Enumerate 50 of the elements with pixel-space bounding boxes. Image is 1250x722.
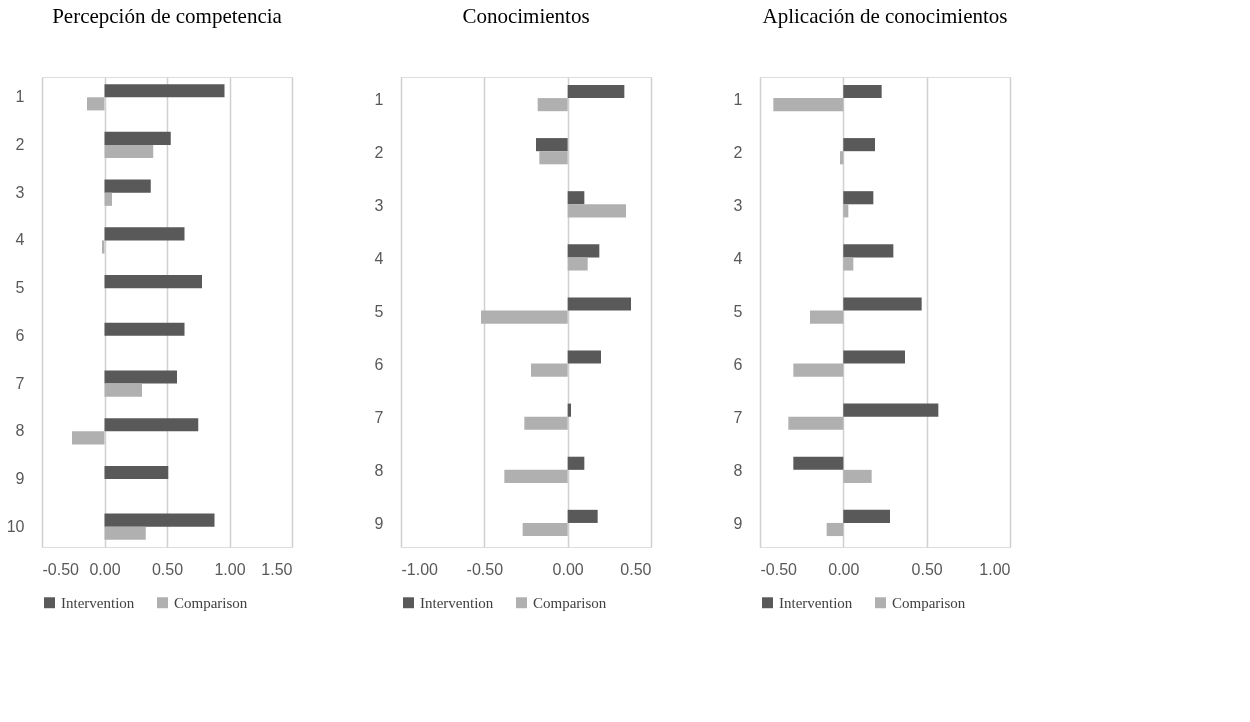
y-tick-label: 3 bbox=[374, 196, 384, 214]
y-tick-label: 7 bbox=[733, 409, 743, 427]
x-tick-label: 0.50 bbox=[620, 560, 652, 578]
y-tick-label: 9 bbox=[374, 515, 384, 533]
x-tick-label: 0.00 bbox=[828, 560, 860, 578]
x-tick-label: 1.00 bbox=[214, 560, 246, 578]
x-tick-label: 0.00 bbox=[552, 560, 584, 578]
legend-label: Comparison bbox=[892, 594, 966, 611]
y-tick-label: 9 bbox=[733, 515, 743, 533]
y-tick-label: 8 bbox=[15, 422, 25, 440]
y-tick-label: 4 bbox=[15, 231, 25, 249]
y-tick-label: 6 bbox=[374, 356, 384, 374]
y-tick-label: 1 bbox=[733, 90, 743, 108]
x-tick-label: -1.00 bbox=[401, 560, 439, 578]
chart-title: Aplicación de conocimientos bbox=[762, 4, 1008, 28]
y-tick-label: 7 bbox=[15, 374, 25, 392]
legend-label: Intervention bbox=[420, 594, 494, 611]
x-tick-label: -0.50 bbox=[466, 560, 504, 578]
y-tick-label: 5 bbox=[733, 303, 743, 320]
y-tick-label: 3 bbox=[15, 183, 25, 201]
y-tick-label: 2 bbox=[374, 143, 384, 161]
y-tick-label: 1 bbox=[15, 88, 25, 106]
y-tick-label: 2 bbox=[733, 143, 743, 161]
y-tick-label: 7 bbox=[374, 409, 384, 427]
x-tick-label: -0.50 bbox=[760, 560, 798, 578]
y-tick-label: 6 bbox=[733, 356, 743, 374]
y-tick-label: 8 bbox=[733, 462, 743, 480]
y-tick-label: 5 bbox=[374, 303, 384, 320]
x-tick-label: 0.00 bbox=[89, 560, 121, 578]
y-tick-label: 6 bbox=[15, 326, 25, 344]
y-tick-label: 2 bbox=[15, 135, 25, 153]
y-tick-label: 10 bbox=[6, 517, 25, 535]
legend-label: Comparison bbox=[174, 594, 248, 611]
y-tick-label: 8 bbox=[374, 462, 384, 480]
y-tick-label: 4 bbox=[374, 249, 384, 267]
chart-title: Conocimientos bbox=[462, 4, 590, 28]
y-tick-label: 5 bbox=[15, 279, 25, 297]
y-tick-label: 1 bbox=[374, 90, 384, 108]
x-tick-label: 1.00 bbox=[979, 560, 1011, 578]
x-tick-label: -0.50 bbox=[42, 560, 80, 578]
x-tick-label: 1.50 bbox=[261, 560, 293, 578]
y-tick-label: 9 bbox=[15, 470, 25, 488]
x-tick-label: 0.50 bbox=[911, 560, 943, 578]
legend-label: Intervention bbox=[61, 594, 135, 611]
y-tick-label: 4 bbox=[733, 249, 743, 267]
legend-label: Intervention bbox=[779, 594, 853, 611]
legend-label: Comparison bbox=[533, 594, 607, 611]
chart-title: Percepción de competencia bbox=[52, 4, 283, 28]
y-tick-label: 3 bbox=[733, 196, 743, 214]
x-tick-label: 0.50 bbox=[151, 560, 184, 578]
